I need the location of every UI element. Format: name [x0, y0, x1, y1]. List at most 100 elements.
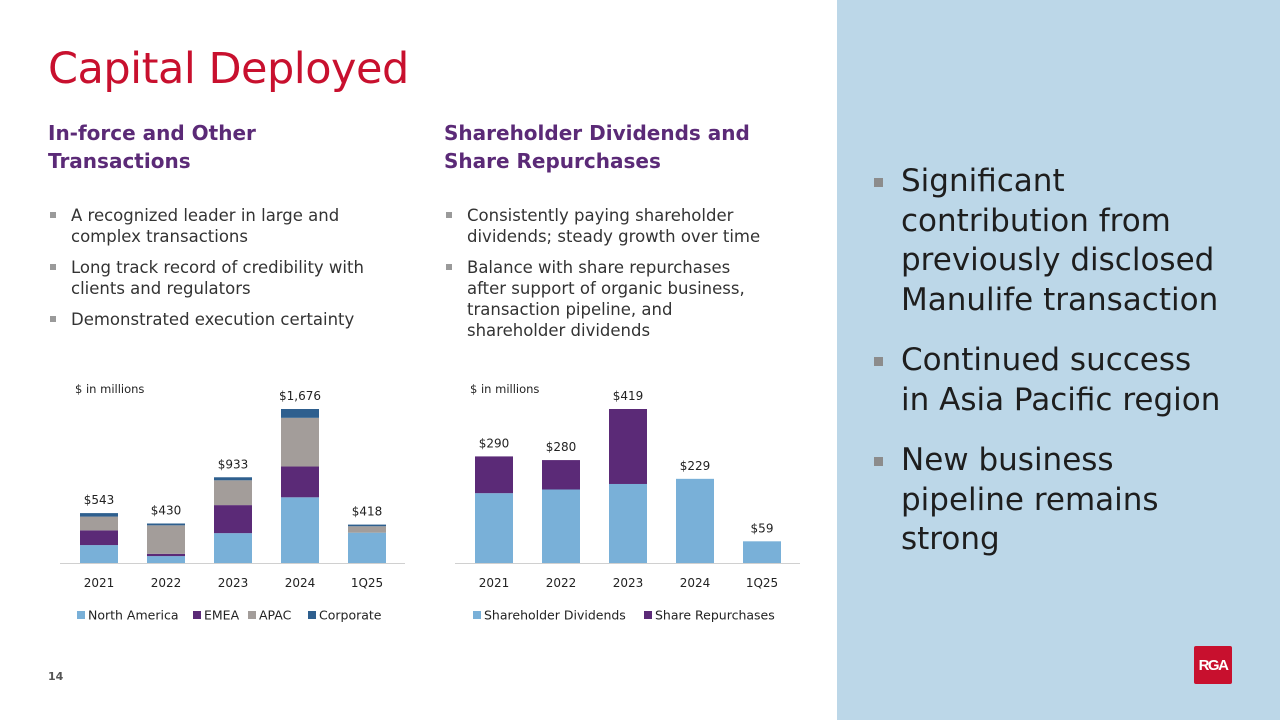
bar-emea: [80, 530, 118, 546]
bullet-line: in Asia Pacific region: [901, 381, 1221, 418]
legend-label: North America: [88, 608, 179, 623]
bar-share-repurchases: [609, 409, 647, 484]
bullet-line: Manulife transaction: [901, 281, 1219, 318]
bullet-line: Continued success: [901, 342, 1192, 378]
left-bullet: Demonstrated execution certainty: [48, 309, 418, 330]
bullet-line: strong: [901, 521, 1000, 557]
bar-emea: [147, 553, 185, 557]
middle-bullet-list: Consistently paying shareholder dividend…: [444, 205, 824, 351]
bullet-line: Balance with share repurchases: [467, 258, 731, 277]
unit-label: $ in millions: [75, 382, 144, 396]
legend-swatch: [308, 611, 316, 619]
x-tick-label: 2022: [546, 576, 577, 590]
left-bullet-list: A recognized leader in large and complex…: [48, 205, 418, 340]
bar-shareholder-dividends: [542, 489, 580, 563]
bullet-line: Consistently paying shareholder: [467, 206, 734, 225]
legend-swatch: [193, 611, 201, 619]
unit-label: $ in millions: [470, 382, 539, 396]
transactions-chart: $ in millions $543 2021 $430 2022 $933 2023 $1,…: [60, 382, 405, 623]
bar-north-america: [348, 532, 386, 563]
x-tick-label: 2023: [218, 576, 249, 590]
bar-north-america: [281, 497, 319, 563]
bar-total-label: $229: [680, 459, 711, 473]
bar-total-label: $280: [546, 440, 577, 454]
x-tick-label: 2023: [613, 576, 644, 590]
page-number: 14: [48, 670, 64, 683]
bar-apac: [214, 480, 252, 506]
bar-apac: [80, 516, 118, 531]
rga-logo: RGA: [1194, 646, 1232, 684]
bar-total-label: $933: [218, 457, 249, 471]
bar-shareholder-dividends: [609, 483, 647, 563]
bar-total-label: $543: [84, 493, 115, 507]
bullet-line: New business: [901, 442, 1114, 478]
bar-north-america: [214, 533, 252, 563]
bar-shareholder-dividends: [475, 493, 513, 563]
bar-north-america: [147, 556, 185, 563]
left-heading-line: In-force and Other: [48, 121, 256, 145]
left-heading-line: Transactions: [48, 149, 191, 173]
legend-swatch: [248, 611, 256, 619]
legend-label: Corporate: [319, 608, 382, 623]
x-tick-label: 2021: [84, 576, 115, 590]
x-tick-label: 1Q25: [746, 576, 778, 590]
bullet-line: complex transactions: [71, 227, 248, 246]
middle-heading-line: Shareholder Dividends and: [444, 121, 750, 145]
bullet-line: pipeline remains: [901, 481, 1159, 518]
page-title: Capital Deployed: [48, 44, 409, 94]
legend-swatch: [473, 611, 481, 619]
bar-total-label: $59: [751, 521, 774, 535]
bar-shareholder-dividends: [676, 478, 714, 563]
bar-apac: [281, 417, 319, 467]
right-bullet: New business pipeline remains strong: [870, 441, 1270, 560]
bar-apac: [147, 525, 185, 554]
x-tick-label: 2024: [285, 576, 316, 590]
bullet-line: shareholder dividends: [467, 321, 651, 340]
legend-label: EMEA: [204, 608, 240, 623]
bullet-line: transaction pipeline, and: [467, 300, 673, 319]
bullet-line: Long track record of credibility with: [71, 258, 364, 277]
legend-label: Shareholder Dividends: [484, 608, 626, 623]
bar-corporate: [80, 513, 118, 517]
legend-swatch: [77, 611, 85, 619]
left-heading: In-force and Other Transactions: [48, 119, 256, 175]
bar-share-repurchases: [475, 456, 513, 494]
bar-total-label: $418: [352, 505, 383, 519]
bar-emea: [214, 505, 252, 534]
bar-corporate: [147, 523, 185, 526]
left-bullet: Long track record of credibility with cl…: [48, 257, 418, 299]
legend-swatch: [644, 611, 652, 619]
x-tick-label: 2022: [151, 576, 182, 590]
middle-heading-line: Share Repurchases: [444, 149, 661, 173]
bar-total-label: $419: [613, 389, 644, 403]
bullet-line: previously disclosed: [901, 242, 1215, 278]
bar-emea: [281, 466, 319, 498]
bar-share-repurchases: [542, 460, 580, 490]
bullet-line: clients and regulators: [71, 279, 251, 298]
x-tick-label: 2021: [479, 576, 510, 590]
bar-corporate: [281, 409, 319, 418]
middle-heading: Shareholder Dividends and Share Repurcha…: [444, 119, 750, 175]
bar-total-label: $290: [479, 436, 510, 450]
middle-bullet: Balance with share repurchases after sup…: [444, 257, 824, 341]
bullet-line: contribution from: [901, 202, 1171, 239]
bar-total-label: $1,676: [279, 389, 321, 403]
left-bullet: A recognized leader in large and complex…: [48, 205, 418, 247]
bar-north-america: [80, 545, 118, 563]
bullet-line: dividends; steady growth over time: [467, 227, 761, 246]
right-bullet: Significant contribution from previously…: [870, 162, 1270, 320]
bullet-line: Significant: [901, 163, 1065, 199]
middle-bullet: Consistently paying shareholder dividend…: [444, 205, 824, 247]
bar-apac: [348, 526, 386, 533]
bullet-line: A recognized leader in large and: [71, 206, 340, 225]
legend-label: APAC: [259, 608, 292, 623]
dividends-repurchases-chart: $ in millions $290 2021 $280 2022 $419 2023 $22…: [455, 382, 800, 623]
x-tick-label: 1Q25: [351, 576, 383, 590]
bullet-line: after support of organic business,: [467, 279, 745, 298]
x-tick-label: 2024: [680, 576, 711, 590]
legend-label: Share Repurchases: [655, 608, 775, 623]
bar-total-label: $430: [151, 503, 182, 517]
bar-shareholder-dividends: [743, 541, 781, 563]
bar-corporate: [214, 477, 252, 481]
